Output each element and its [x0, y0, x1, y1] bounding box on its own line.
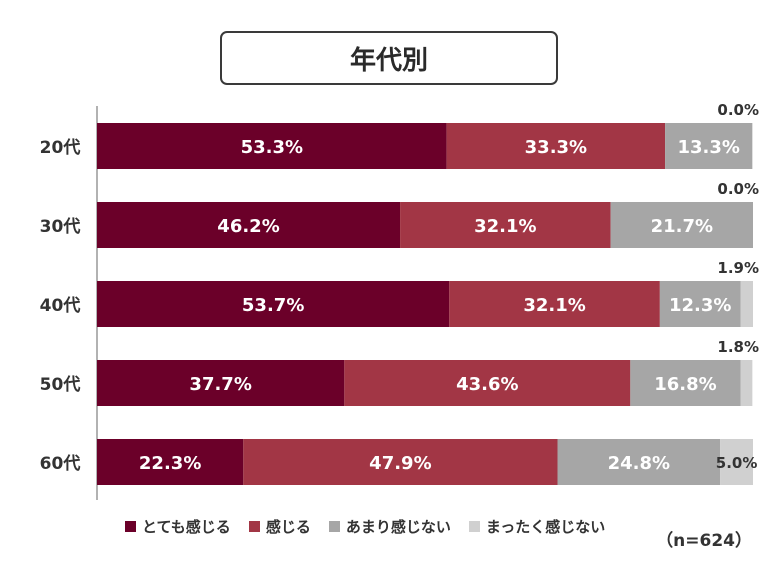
category-label: 60代 — [40, 453, 81, 474]
data-label: 53.3% — [241, 137, 303, 158]
bar-segment — [97, 439, 244, 485]
data-label: 37.7% — [189, 374, 251, 395]
data-label: 43.6% — [456, 374, 518, 395]
bar-segment — [740, 281, 753, 327]
data-label: 47.9% — [369, 453, 431, 474]
legend-label: まったく感じない — [485, 518, 606, 536]
bar-segment — [446, 123, 666, 169]
legend-swatch — [468, 521, 480, 532]
bar-segment — [400, 202, 611, 248]
data-label: 24.8% — [608, 453, 670, 474]
category-label: 50代 — [40, 374, 81, 395]
data-label: 46.2% — [217, 216, 279, 237]
data-label: 16.8% — [654, 374, 716, 395]
bar-segment — [449, 281, 660, 327]
bar-segment — [97, 123, 447, 169]
legend-item: とても感じる — [125, 516, 231, 537]
bar-segment — [557, 439, 721, 485]
data-label: 53.7% — [242, 295, 304, 316]
data-label: 0.0% — [717, 180, 759, 198]
data-label: 1.8% — [717, 338, 759, 356]
bar-segment — [740, 360, 753, 406]
bar-segment — [243, 439, 558, 485]
data-label: 12.3% — [669, 295, 731, 316]
legend-label: 感じる — [265, 518, 311, 536]
bar-segment — [720, 439, 753, 485]
legend-swatch — [248, 521, 260, 532]
bar-segment — [610, 202, 753, 248]
bar-segment — [659, 281, 741, 327]
bar-segment — [97, 202, 401, 248]
legend-swatch — [125, 521, 136, 532]
data-label: 21.7% — [651, 216, 713, 237]
legend-item: あまり感じない — [328, 516, 451, 537]
legend-item: まったく感じない — [468, 516, 606, 537]
data-label: 1.9% — [717, 259, 759, 277]
category-label: 30代 — [40, 216, 81, 237]
category-label: 40代 — [40, 295, 81, 316]
sample-size-label: （n=624） — [656, 531, 752, 551]
legend: とても感じる 感じる あまり感じない まったく感じない — [125, 516, 605, 537]
legend-item: 感じる — [248, 516, 311, 537]
data-label: 5.0% — [716, 454, 758, 472]
legend-swatch — [328, 521, 340, 532]
legend-label: あまり感じない — [345, 518, 451, 536]
bar-segment — [665, 123, 753, 169]
data-label: 22.3% — [139, 453, 201, 474]
chart-title: 年代別 — [220, 31, 558, 85]
category-label: 20代 — [40, 137, 81, 158]
bar-segment — [97, 281, 450, 327]
data-label: 33.3% — [525, 137, 587, 158]
data-label: 32.1% — [523, 295, 585, 316]
bar-segment — [97, 360, 345, 406]
bar-segment — [344, 360, 631, 406]
data-label: 0.0% — [717, 101, 759, 119]
bar-segment — [630, 360, 741, 406]
data-label: 32.1% — [474, 216, 536, 237]
legend-label: とても感じる — [142, 518, 231, 536]
data-label: 13.3% — [677, 137, 739, 158]
